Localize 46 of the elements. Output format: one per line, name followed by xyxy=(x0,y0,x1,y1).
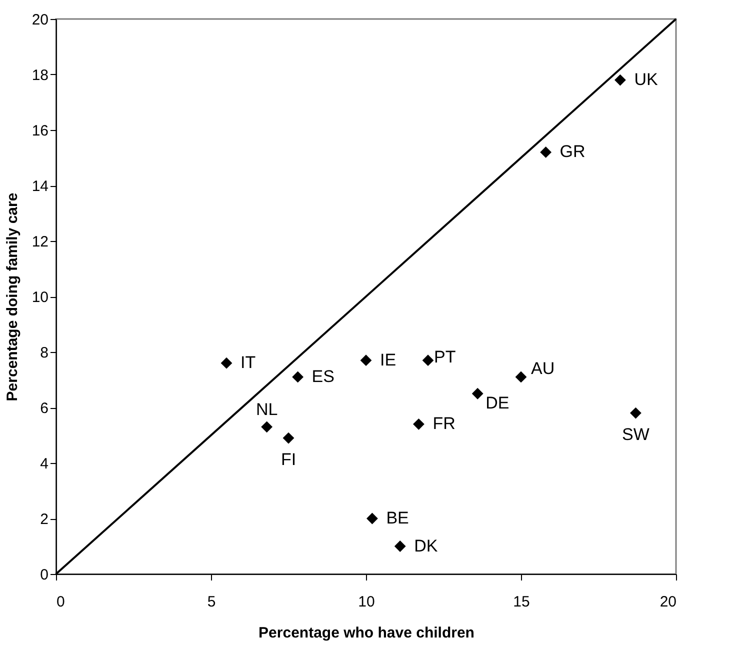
x-axis-title: Percentage who have children xyxy=(258,624,474,642)
annotation: UK xyxy=(634,70,658,90)
y-tick-label: 20 xyxy=(32,12,48,28)
point xyxy=(220,357,232,369)
y-tick-label: 8 xyxy=(40,344,48,362)
annotation: GR xyxy=(560,142,586,162)
annotation: NL xyxy=(256,400,278,419)
y-tick-label: 6 xyxy=(40,400,48,417)
point xyxy=(614,74,626,86)
y-tick-label: 4 xyxy=(40,456,48,472)
point xyxy=(413,418,424,430)
point xyxy=(472,388,484,400)
y-tick-label: 18 xyxy=(32,67,48,84)
annotation: IE xyxy=(380,350,396,370)
y-tick-label: 0 xyxy=(40,566,48,584)
annotation: PT xyxy=(434,347,456,366)
annotation: DE xyxy=(486,394,510,413)
y-tick-label: 10 xyxy=(32,289,48,306)
point xyxy=(360,354,372,366)
point xyxy=(366,512,378,524)
annotation: FI xyxy=(280,450,296,470)
y-tick-label: 12 xyxy=(32,234,48,250)
x-tick-label: 5 xyxy=(207,594,216,610)
annotation: DK xyxy=(414,536,438,556)
x-tick-label: 0 xyxy=(56,594,65,610)
annotation: FR xyxy=(432,414,456,434)
point xyxy=(630,407,642,419)
annotation: BE xyxy=(386,508,409,528)
point xyxy=(540,146,552,158)
point xyxy=(422,354,434,366)
y-tick-label: 16 xyxy=(32,122,48,140)
annotation: SW xyxy=(622,425,650,444)
y-tick-label: 2 xyxy=(40,511,48,528)
point xyxy=(515,371,527,383)
x-tick-label: 20 xyxy=(660,594,676,610)
x-tick-label: 15 xyxy=(513,594,530,610)
y-axis-title: Percentage doing family care xyxy=(4,192,21,402)
point xyxy=(261,421,272,433)
annotation: IT xyxy=(240,353,256,372)
x-tick-label: 10 xyxy=(358,594,375,610)
point xyxy=(292,371,304,383)
point xyxy=(394,540,406,552)
annotation: AU xyxy=(531,358,555,378)
y-tick-label: 14 xyxy=(32,178,48,195)
point xyxy=(282,432,294,444)
annotation: ES xyxy=(312,366,334,386)
